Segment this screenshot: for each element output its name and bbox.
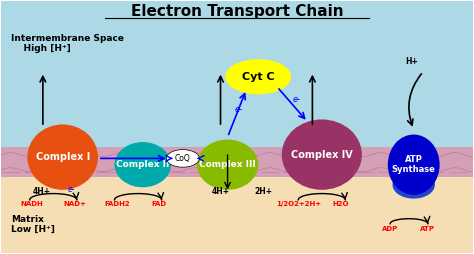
Ellipse shape — [388, 135, 439, 195]
Text: Complex I: Complex I — [36, 152, 90, 162]
Text: CoQ: CoQ — [175, 154, 191, 163]
Text: Complex III: Complex III — [199, 160, 256, 169]
Text: e-: e- — [235, 105, 243, 114]
Text: e-: e- — [67, 185, 75, 194]
Text: 2H+: 2H+ — [254, 186, 272, 196]
Text: NAD+: NAD+ — [63, 201, 86, 207]
FancyBboxPatch shape — [1, 177, 473, 253]
Text: FADH2: FADH2 — [104, 201, 130, 207]
Bar — [1, 147, 473, 177]
Ellipse shape — [115, 142, 171, 187]
Text: FAD: FAD — [152, 201, 167, 207]
Text: Cyt C: Cyt C — [242, 72, 274, 82]
Ellipse shape — [27, 124, 98, 190]
Ellipse shape — [282, 119, 362, 190]
Text: 1/2O2+2H+: 1/2O2+2H+ — [276, 201, 321, 207]
Text: 4H+: 4H+ — [32, 186, 50, 196]
Text: Complex II: Complex II — [116, 160, 169, 169]
Text: Intermembrane Space
    High [H⁺]: Intermembrane Space High [H⁺] — [11, 34, 124, 53]
Text: e-: e- — [292, 95, 300, 104]
Text: Matrix
Low [H⁺]: Matrix Low [H⁺] — [11, 215, 55, 234]
Ellipse shape — [392, 171, 435, 199]
Text: 4H+: 4H+ — [211, 186, 229, 196]
Text: Electron Transport Chain: Electron Transport Chain — [131, 4, 343, 19]
Text: ADP: ADP — [382, 226, 398, 232]
Text: Complex IV: Complex IV — [291, 150, 353, 160]
Text: H+: H+ — [405, 57, 418, 66]
Text: ATP
Synthase: ATP Synthase — [392, 155, 436, 174]
FancyBboxPatch shape — [1, 1, 473, 147]
Ellipse shape — [197, 139, 258, 190]
Circle shape — [225, 59, 291, 94]
Text: NADH: NADH — [21, 201, 44, 207]
Text: H2O: H2O — [332, 201, 349, 207]
Circle shape — [166, 150, 199, 167]
FancyBboxPatch shape — [1, 177, 473, 253]
Text: ATP: ATP — [420, 226, 435, 232]
